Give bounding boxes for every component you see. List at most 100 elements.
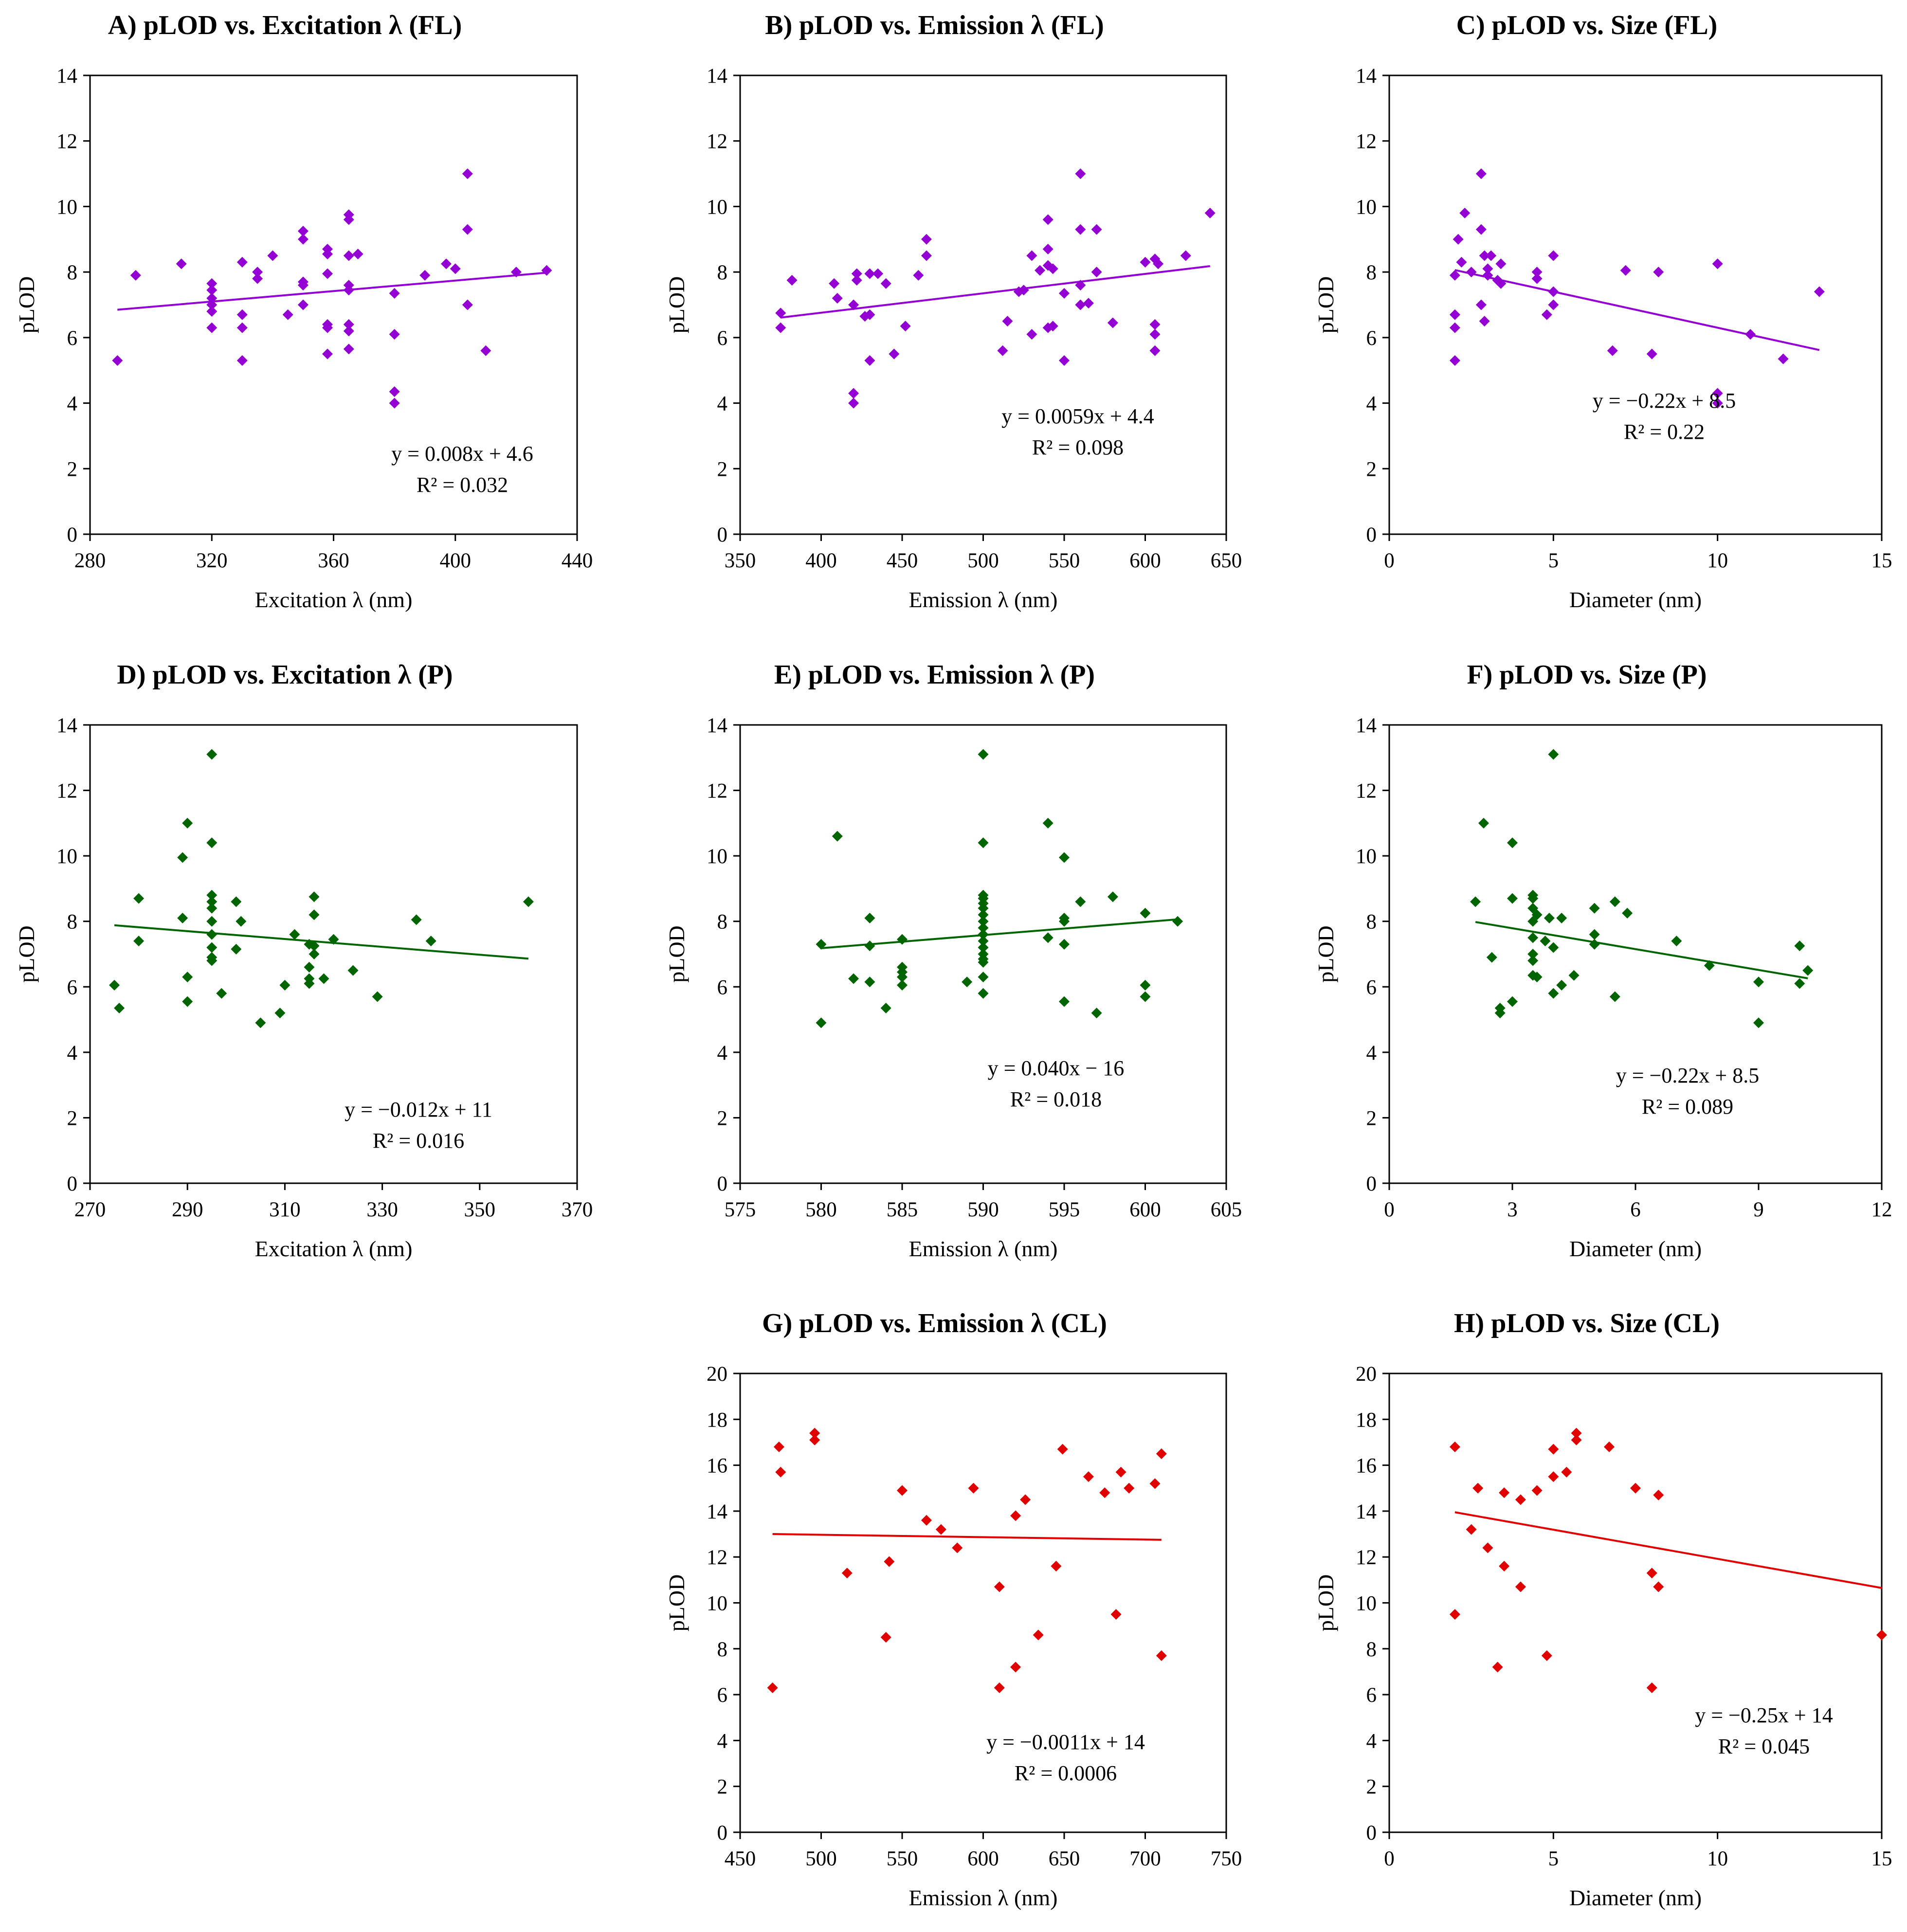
y-tick-label: 16 — [1356, 1455, 1377, 1478]
data-point — [968, 1482, 979, 1494]
data-point — [864, 355, 875, 366]
data-point — [1140, 256, 1151, 268]
y-tick-label: 8 — [1366, 911, 1377, 934]
x-tick-label: 650 — [1049, 1847, 1080, 1870]
data-point — [897, 1485, 908, 1496]
x-tick-label: 650 — [1211, 549, 1242, 572]
data-point — [206, 916, 218, 927]
plot-frame — [1388, 74, 1883, 535]
data-point — [231, 896, 242, 907]
data-point — [1020, 1494, 1031, 1505]
data-point — [864, 940, 875, 952]
y-tick-label: 14 — [56, 65, 77, 88]
data-point — [1531, 909, 1543, 921]
data-point — [389, 288, 400, 299]
data-point — [1494, 1008, 1506, 1019]
data-point — [309, 949, 320, 959]
x-tick-label: 750 — [1211, 1847, 1242, 1870]
y-tick-label: 6 — [717, 1684, 728, 1707]
data-point — [1630, 1482, 1641, 1494]
data-point — [978, 957, 989, 968]
data-point — [952, 1542, 963, 1553]
data-point — [182, 972, 193, 983]
data-point — [841, 1568, 853, 1579]
x-tick-label: 5 — [1548, 1847, 1559, 1870]
y-tick-label: 6 — [717, 976, 728, 999]
data-point — [1083, 1471, 1094, 1482]
data-point — [1876, 1629, 1887, 1641]
y-tick-label: 12 — [56, 130, 77, 153]
data-point — [372, 991, 383, 1002]
x-axis-label: Emission λ (nm) — [909, 1885, 1058, 1910]
x-tick-label: 440 — [562, 549, 593, 572]
plot-frame — [1388, 1372, 1883, 1833]
data-point — [1472, 1482, 1484, 1494]
data-point — [832, 293, 843, 304]
data-point — [864, 309, 875, 320]
data-point — [978, 942, 989, 953]
data-point — [1495, 258, 1507, 270]
x-tick-label: 700 — [1129, 1847, 1161, 1870]
data-point — [206, 955, 218, 966]
data-point — [1646, 348, 1657, 360]
data-point — [419, 270, 431, 281]
y-tick-label: 10 — [1356, 845, 1377, 868]
data-point — [206, 322, 218, 333]
data-point — [1492, 1661, 1503, 1673]
y-tick-label: 4 — [1366, 1730, 1377, 1752]
trendline-equation: y = 0.040x − 16 — [988, 1056, 1125, 1080]
data-point — [1075, 224, 1086, 235]
data-point — [816, 1017, 827, 1029]
data-point — [1609, 896, 1620, 907]
data-point — [1035, 265, 1046, 276]
y-tick-label: 8 — [67, 911, 78, 934]
data-point — [978, 749, 989, 760]
x-tick-label: 400 — [440, 549, 472, 572]
data-point — [1047, 263, 1058, 274]
y-tick-label: 4 — [67, 1042, 78, 1065]
data-point — [322, 249, 333, 260]
data-point — [921, 234, 932, 245]
data-point — [809, 1434, 820, 1445]
x-tick-label: 5 — [1548, 549, 1559, 572]
x-tick-label: 310 — [269, 1198, 301, 1221]
data-point — [1653, 267, 1664, 278]
data-point — [1548, 250, 1559, 261]
data-point — [1466, 1524, 1477, 1535]
data-point — [1531, 273, 1543, 284]
data-point — [1479, 250, 1490, 261]
data-point — [1107, 317, 1118, 328]
trendline-r-squared: R² = 0.016 — [373, 1129, 464, 1153]
data-point — [318, 973, 329, 984]
data-point — [255, 1017, 266, 1029]
data-point — [978, 909, 989, 921]
data-point — [1042, 214, 1053, 225]
data-point — [322, 322, 333, 333]
y-tick-label: 0 — [67, 524, 78, 546]
x-tick-label: 15 — [1871, 549, 1892, 572]
data-point — [1449, 322, 1460, 333]
data-point — [1470, 896, 1481, 907]
data-point — [1156, 1650, 1167, 1661]
panel-h: H) pLOD vs. Size (CL) 0 5 10 15 0 2 4 6 8 10 12 14 16… — [1313, 1308, 1892, 1910]
data-point — [322, 348, 333, 360]
data-point — [1527, 893, 1539, 904]
data-point — [309, 909, 320, 921]
data-point — [978, 972, 989, 983]
x-tick-label: 290 — [172, 1198, 203, 1221]
y-tick-label: 2 — [67, 458, 78, 481]
trendline-equation: y = −0.22x + 8.5 — [1593, 389, 1736, 413]
data-point — [343, 319, 354, 330]
data-point — [1561, 1466, 1572, 1478]
y-axis-label: pLOD — [1313, 925, 1338, 983]
data-point — [133, 936, 145, 947]
panel-title: E) pLOD vs. Emission λ (P) — [774, 660, 1095, 690]
panel-g: G) pLOD vs. Emission λ (CL) 450 500 550 600 6… — [664, 1308, 1242, 1910]
y-tick-label: 6 — [1366, 327, 1377, 350]
data-point — [1010, 1510, 1021, 1521]
data-point — [829, 278, 840, 289]
y-tick-label: 12 — [707, 1546, 727, 1569]
data-point — [297, 280, 309, 291]
trendline — [772, 1533, 1162, 1541]
x-tick-label: 350 — [464, 1198, 496, 1221]
